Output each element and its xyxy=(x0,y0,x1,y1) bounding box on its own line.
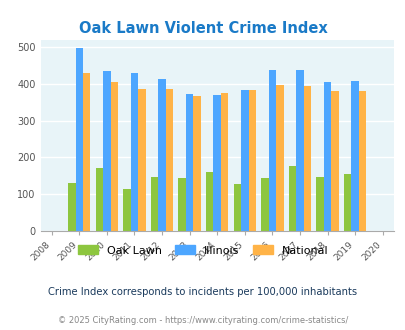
Bar xyxy=(343,174,351,231)
Legend: Oak Lawn, Illinois, National: Oak Lawn, Illinois, National xyxy=(73,241,332,260)
Bar xyxy=(315,177,323,231)
Bar xyxy=(138,88,145,231)
Bar xyxy=(110,82,118,231)
Bar xyxy=(248,90,255,231)
Bar xyxy=(205,172,213,231)
Bar xyxy=(233,184,241,231)
Bar xyxy=(260,178,268,231)
Bar xyxy=(268,70,275,231)
Bar xyxy=(358,91,365,231)
Bar xyxy=(165,88,173,231)
Bar xyxy=(330,91,338,231)
Bar xyxy=(241,90,248,231)
Bar xyxy=(185,94,193,231)
Text: Oak Lawn Violent Crime Index: Oak Lawn Violent Crime Index xyxy=(79,21,326,36)
Bar xyxy=(75,48,83,231)
Bar xyxy=(296,70,303,231)
Bar xyxy=(83,73,90,231)
Bar xyxy=(213,95,220,231)
Bar xyxy=(220,93,228,231)
Text: Crime Index corresponds to incidents per 100,000 inhabitants: Crime Index corresponds to incidents per… xyxy=(48,287,357,297)
Bar xyxy=(158,79,165,231)
Bar xyxy=(123,189,130,231)
Bar xyxy=(275,85,283,231)
Text: © 2025 CityRating.com - https://www.cityrating.com/crime-statistics/: © 2025 CityRating.com - https://www.city… xyxy=(58,316,347,325)
Bar xyxy=(288,166,296,231)
Bar xyxy=(351,81,358,231)
Bar xyxy=(178,178,185,231)
Bar xyxy=(68,183,75,231)
Bar xyxy=(193,96,200,231)
Bar xyxy=(130,74,138,231)
Bar xyxy=(303,85,310,231)
Bar xyxy=(323,82,330,231)
Bar xyxy=(151,177,158,231)
Bar xyxy=(96,168,103,231)
Bar xyxy=(103,71,110,231)
